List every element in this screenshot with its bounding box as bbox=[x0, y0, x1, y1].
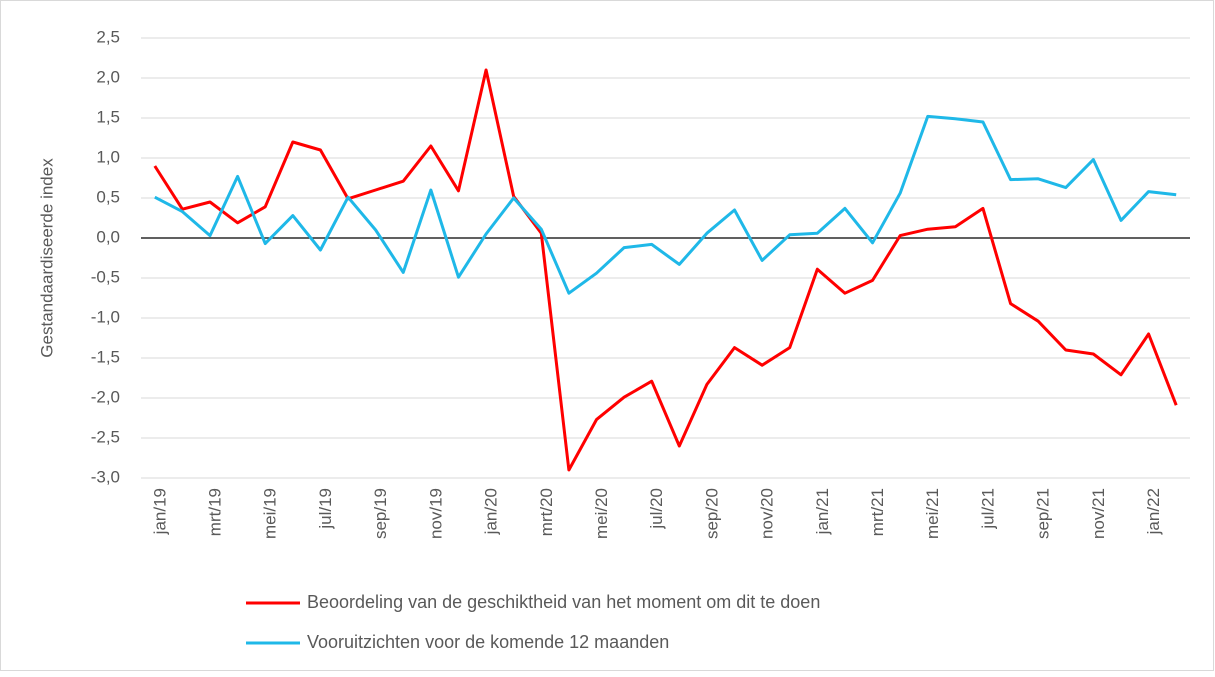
series-line bbox=[154, 114, 1177, 295]
x-tick-label: jul/19 bbox=[316, 488, 335, 530]
series-line bbox=[153, 68, 1178, 472]
x-tick-label: mrt/20 bbox=[537, 488, 556, 536]
y-tick-label: 2,0 bbox=[96, 67, 120, 86]
y-tick-label: -3,0 bbox=[91, 467, 120, 486]
y-tick-label: -1,0 bbox=[91, 307, 120, 326]
x-tick-label: jan/21 bbox=[813, 488, 832, 535]
y-tick-label: -0,5 bbox=[91, 267, 120, 286]
y-tick-label: -1,5 bbox=[91, 347, 120, 366]
legend-label: Vooruitzichten voor de komende 12 maande… bbox=[307, 632, 669, 652]
x-tick-label: jan/20 bbox=[482, 488, 501, 535]
x-tick-label: nov/20 bbox=[758, 488, 777, 539]
x-tick-label: jan/19 bbox=[150, 488, 169, 535]
y-tick-label: 0,0 bbox=[96, 227, 120, 246]
y-axis-label: Gestandaardiseerde index bbox=[37, 158, 56, 358]
legend-label: Beoordeling van de geschiktheid van het … bbox=[307, 592, 820, 612]
y-tick-label: 2,5 bbox=[96, 27, 120, 46]
x-tick-label: jan/22 bbox=[1144, 488, 1163, 535]
x-tick-label: sep/19 bbox=[371, 488, 390, 539]
y-tick-label: 1,5 bbox=[96, 107, 120, 126]
x-tick-label: nov/19 bbox=[426, 488, 445, 539]
y-tick-label: 1,0 bbox=[96, 147, 120, 166]
x-tick-label: sep/21 bbox=[1034, 488, 1053, 539]
y-tick-label: -2,0 bbox=[91, 387, 120, 406]
x-tick-label: sep/20 bbox=[702, 488, 721, 539]
x-tick-label: mei/20 bbox=[592, 488, 611, 539]
y-tick-label: -2,5 bbox=[91, 427, 120, 446]
x-tick-label: mrt/21 bbox=[868, 488, 887, 536]
x-tick-label: mei/19 bbox=[261, 488, 280, 539]
x-tick-label: mrt/19 bbox=[205, 488, 224, 536]
x-tick-label: mei/21 bbox=[923, 488, 942, 539]
x-tick-label: jul/21 bbox=[978, 488, 997, 530]
y-tick-label: 0,5 bbox=[96, 187, 120, 206]
x-tick-label: nov/21 bbox=[1089, 488, 1108, 539]
x-tick-label: jul/20 bbox=[647, 488, 666, 530]
